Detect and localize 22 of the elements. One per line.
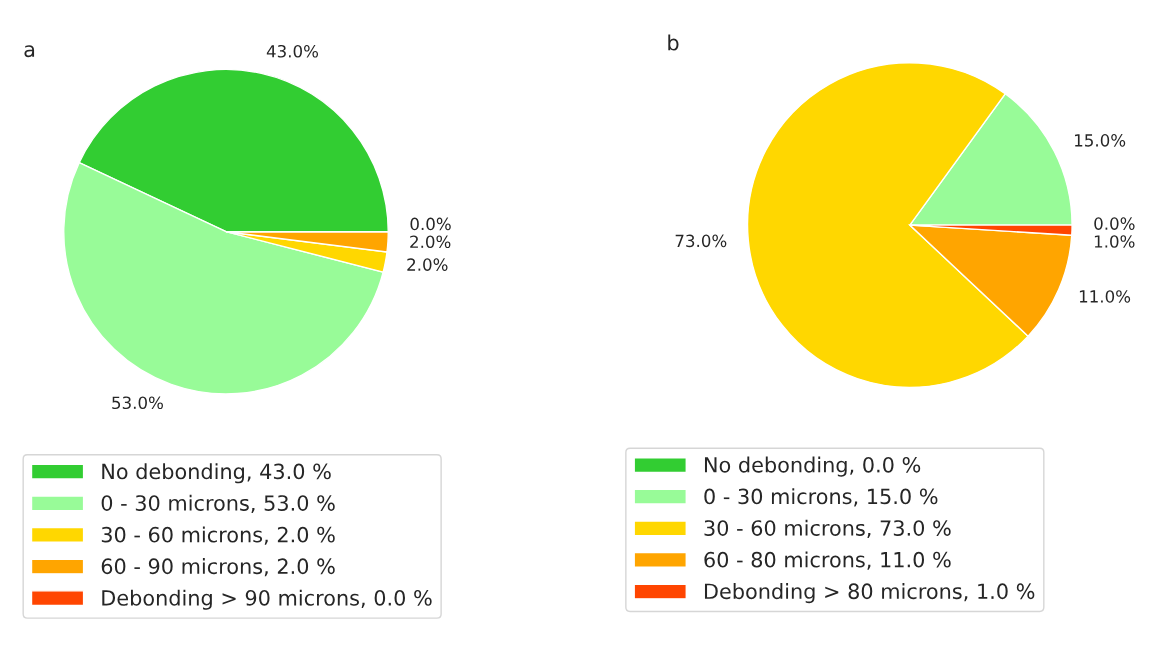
legend-label: 30 - 60 microns, 73.0 % xyxy=(704,519,951,539)
data-label: 73.0% xyxy=(675,234,727,248)
legend-label: 60 - 80 microns, 11.0 % xyxy=(704,551,951,570)
data-label: 2.0% xyxy=(407,258,448,271)
data-label: 2.0% xyxy=(410,235,451,249)
data-label: 15.0% xyxy=(1075,134,1126,147)
data-label: 11.0% xyxy=(1079,290,1131,303)
legend-label: No debonding, 43.0 % xyxy=(102,463,331,484)
data-label: 1.0% xyxy=(1094,235,1135,248)
legend-label: 30 - 60 microns, 2.0 % xyxy=(101,526,335,545)
chart-title: b xyxy=(668,34,679,51)
chart-title: a xyxy=(24,45,35,58)
legend-label: 0 - 30 microns, 15.0 % xyxy=(704,488,938,507)
data-label: 43.0% xyxy=(266,44,319,58)
legend-label: No debonding, 0.0 % xyxy=(704,456,921,477)
legend-label: 60 - 90 microns, 2.0 % xyxy=(101,558,335,577)
text: 0.0% xyxy=(410,217,451,231)
text: 0.0% xyxy=(1094,217,1135,230)
data-label: 53.0% xyxy=(112,396,163,410)
legend-label: 0 - 30 microns, 53.0 % xyxy=(101,494,335,514)
legend-label: Debonding > 90 microns, 0.0 % xyxy=(102,589,432,610)
legend-label: Debonding > 80 microns, 1.0 % xyxy=(704,583,1035,604)
